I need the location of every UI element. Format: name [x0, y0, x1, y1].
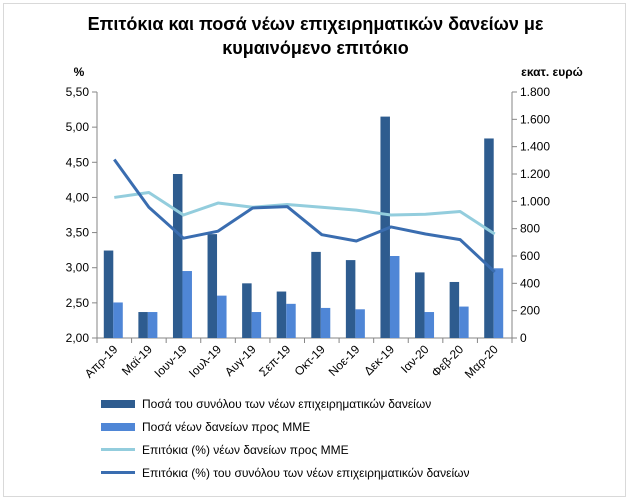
chart-frame [3, 3, 626, 497]
legend-key [100, 399, 136, 408]
line-sme-rate [114, 191, 496, 236]
legend-key [100, 448, 136, 451]
left-axis-tick-label: 4,00 [66, 190, 90, 204]
legend-key [100, 422, 136, 431]
line-total-rate [113, 158, 496, 274]
right-axis-tick-label: 800 [520, 222, 540, 236]
legend-item: Επιτόκια (%) νέων δανείων προς ΜΜΕ [100, 438, 570, 461]
left-axis-unit-label: % [74, 65, 85, 79]
bar-sme-amount [217, 295, 227, 338]
legend-key [100, 471, 136, 474]
bar-total-amount [484, 138, 494, 338]
x-axis-tick-label: Αυγ-19 [222, 342, 259, 379]
bar-total-amount [276, 291, 287, 338]
left-axis-tick-label: 4,50 [66, 155, 90, 169]
bar-sme-amount [355, 309, 365, 338]
right-axis-tick-label: 1.600 [520, 112, 550, 126]
bar-sme-amount [389, 256, 400, 338]
x-axis-tick-label: Σεπ-19 [256, 342, 293, 379]
right-axis-tick-label: 1.200 [520, 167, 550, 181]
bar-total-amount [207, 234, 218, 338]
bar-total-amount [345, 260, 356, 338]
x-axis-tick-label: Ιουλ-19 [186, 342, 224, 380]
legend-swatch [101, 422, 135, 431]
chart-legend: Ποσά του συνόλου των νέων επιχειρηματικώ… [100, 392, 570, 484]
bar-sme-amount [459, 306, 469, 338]
bar-total-amount [380, 116, 390, 338]
left-axis-tick-label: 3,00 [66, 261, 90, 275]
legend-label: Ποσά του συνόλου των νέων επιχειρηματικώ… [142, 396, 432, 411]
x-axis-tick-label: Φεβ-20 [429, 342, 467, 380]
x-axis-tick-label: Ιουν-19 [151, 342, 189, 380]
right-axis-tick-label: 1.000 [520, 194, 550, 208]
bar-sme-amount [182, 271, 192, 338]
chart-plot: 2,00 2,50 3,00 3,50 4,00 4,50 5,00 5,50 0 200 400 6… [66, 65, 583, 381]
x-axis-tick-label: Δεκ-19 [361, 342, 397, 378]
legend-item: Ποσά νέων δανείων προς ΜΜΕ [100, 415, 570, 438]
bar-total-amount [415, 272, 425, 338]
x-axis-tick-label: Μαϊ-19 [119, 342, 155, 378]
bar-total-amount [172, 174, 183, 338]
bar-sme-amount [286, 303, 296, 338]
left-axis-tick-label: 2,50 [66, 296, 90, 310]
right-axis-tick-label: 1.400 [520, 140, 550, 154]
legend-swatch [101, 399, 135, 408]
left-axis-tick-label: 5,50 [66, 85, 90, 99]
right-axis-tick-label: 400 [520, 276, 540, 290]
bar-total-amount [242, 283, 252, 338]
bar-total-amount [103, 250, 114, 338]
bar-sme-amount [424, 312, 435, 338]
legend-label: Επιτόκια (%) νέων δανείων προς ΜΜΕ [142, 442, 349, 457]
bar-sme-amount [251, 312, 262, 338]
legend-line [101, 448, 135, 451]
bar-total-amount [138, 312, 148, 338]
legend-item: Ποσά του συνόλου των νέων επιχειρηματικώ… [100, 392, 570, 415]
bar-total-amount [311, 251, 321, 338]
x-axis-tick-label: Απρ-19 [82, 342, 121, 381]
left-axis-tick-label: 2,00 [66, 331, 90, 345]
bar-total-amount [449, 281, 460, 338]
legend-line [101, 471, 135, 474]
chart-title-line-1: Επιτόκια και ποσά νέων επιχειρηματικών δ… [87, 14, 544, 34]
x-axis-tick-label: Οκτ-19 [292, 342, 329, 379]
right-axis-tick-label: 1.800 [520, 85, 550, 99]
right-axis-unit-label: εκατ. ευρώ [521, 65, 583, 79]
left-axis-tick-label: 3,50 [66, 226, 90, 240]
bar-sme-amount [113, 302, 123, 338]
x-axis-tick-label: Μαρ-20 [462, 342, 501, 381]
chart-title-line-2: κυμαινόμενο επιτόκιο [222, 38, 409, 58]
right-axis-tick-label: 0 [520, 331, 527, 345]
bar-sme-amount [493, 268, 504, 338]
bar-sme-amount [147, 312, 158, 338]
x-axis-tick-label: Νοε-19 [326, 342, 363, 379]
right-axis-tick-label: 600 [520, 249, 540, 263]
left-axis-tick-label: 5,00 [66, 120, 90, 134]
legend-label: Ποσά νέων δανείων προς ΜΜΕ [142, 419, 311, 434]
legend-item: Επιτόκια (%) του συνόλου των νέων επιχει… [100, 461, 570, 484]
chart-title: Επιτόκια και ποσά νέων επιχειρηματικών δ… [0, 12, 631, 60]
x-axis-tick-label: Ιαν-20 [398, 342, 432, 376]
right-axis-tick-label: 200 [520, 304, 540, 318]
legend-label: Επιτόκια (%) του συνόλου των νέων επιχει… [142, 465, 470, 480]
bar-sme-amount [320, 307, 331, 338]
